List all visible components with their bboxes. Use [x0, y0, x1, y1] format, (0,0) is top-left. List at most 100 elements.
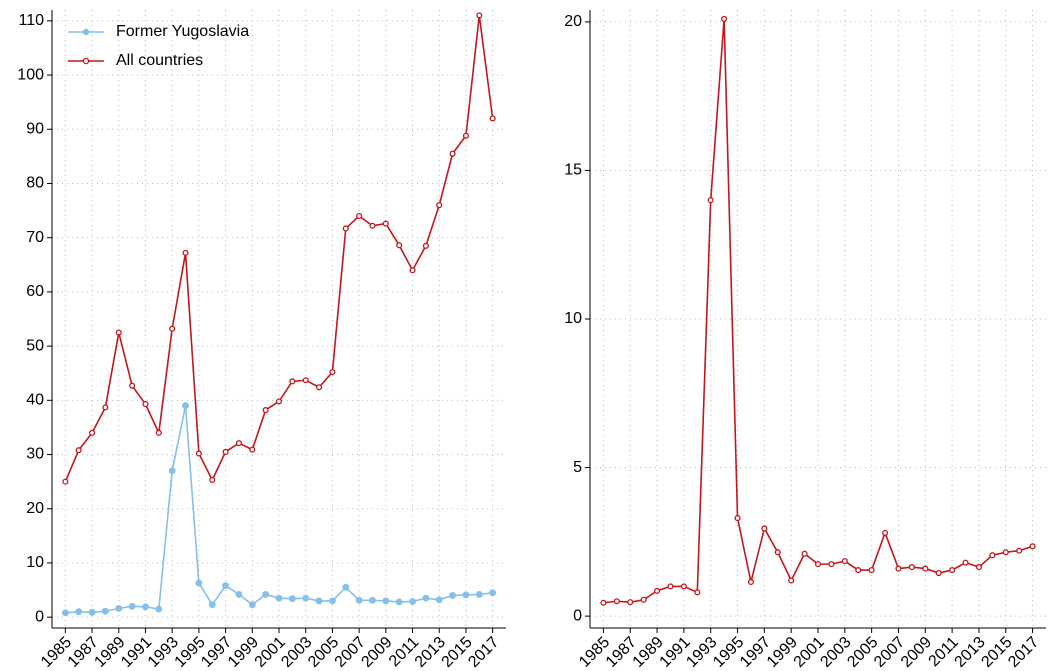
series-line: [65, 405, 493, 614]
data-point: [462, 132, 469, 139]
x-tick-label: 2005: [305, 634, 342, 671]
data-point: [155, 429, 162, 436]
x-tick-label: 2001: [791, 634, 828, 671]
data-point: [128, 602, 136, 610]
data-point: [288, 595, 296, 603]
x-tick-label: 1985: [38, 634, 75, 671]
y-tick-label: 60: [26, 283, 44, 300]
x-tick-label: 2017: [1005, 634, 1042, 671]
x-tick-label: 2007: [871, 634, 908, 671]
x-tick-label: 1999: [225, 634, 262, 671]
data-point: [235, 440, 242, 447]
data-point: [989, 552, 996, 559]
data-point: [129, 382, 136, 389]
y-tick-label: 90: [26, 120, 44, 137]
data-point: [89, 429, 96, 436]
x-tick-label: 1995: [172, 634, 209, 671]
data-point: [908, 564, 915, 571]
data-point: [169, 325, 176, 332]
data-point: [382, 220, 389, 227]
data-point: [734, 515, 741, 522]
x-tick-label: 1993: [683, 634, 720, 671]
legend-marker: [82, 57, 90, 65]
x-tick-label: 2013: [412, 634, 449, 671]
data-point: [342, 583, 350, 591]
y-tick-label: 20: [564, 13, 582, 30]
data-point: [182, 402, 189, 410]
data-point: [235, 590, 243, 598]
data-point: [747, 578, 754, 585]
legend-label: Former Yugoslavia: [116, 23, 249, 40]
x-tick-label: 1997: [198, 634, 235, 671]
data-point: [975, 564, 982, 571]
y-tick-label: 10: [564, 310, 582, 327]
data-point: [435, 596, 443, 604]
data-point: [422, 242, 429, 249]
data-point: [707, 197, 714, 204]
data-point: [422, 594, 430, 602]
data-point: [1002, 549, 1009, 556]
data-point: [355, 596, 363, 604]
data-point: [328, 597, 336, 605]
x-tick-label: 2017: [465, 634, 502, 671]
data-point: [75, 447, 82, 454]
x-tick-label: 1989: [630, 634, 667, 671]
data-point: [788, 577, 795, 584]
data-point: [275, 398, 283, 405]
data-point: [409, 597, 416, 605]
data-point: [882, 529, 889, 536]
x-tick-label: 1999: [764, 634, 801, 671]
data-point: [489, 115, 496, 122]
y-tick-label: 70: [26, 229, 44, 246]
data-point: [654, 587, 661, 594]
x-tick-label: 2005: [844, 634, 881, 671]
data-point: [949, 567, 956, 574]
data-point: [1029, 543, 1036, 550]
x-tick-label: 1987: [603, 634, 640, 671]
data-point: [262, 407, 269, 414]
data-point: [155, 605, 163, 613]
y-tick-label: 10: [26, 554, 44, 571]
data-point: [868, 567, 875, 574]
x-tick-label: 1989: [91, 634, 128, 671]
data-point: [694, 589, 701, 596]
x-tick-label: 1993: [145, 634, 182, 671]
data-point: [182, 249, 189, 256]
data-point: [680, 583, 687, 590]
data-point: [262, 590, 270, 598]
y-tick-label: 0: [35, 608, 44, 625]
data-point: [248, 601, 256, 609]
data-point: [409, 267, 416, 274]
data-point: [369, 222, 376, 229]
data-point: [356, 212, 363, 220]
data-point: [774, 549, 781, 556]
y-tick-label: 40: [26, 392, 44, 409]
x-tick-label: 2003: [278, 634, 315, 671]
data-point: [667, 583, 674, 590]
data-point: [640, 596, 647, 603]
data-point: [316, 384, 323, 391]
data-point: [222, 448, 229, 455]
data-point: [382, 597, 390, 605]
data-point: [462, 591, 470, 599]
data-point: [600, 599, 607, 606]
data-point: [142, 603, 149, 611]
data-point: [168, 467, 176, 475]
data-point: [801, 550, 808, 557]
data-point: [275, 594, 283, 602]
data-point: [436, 202, 443, 209]
data-point: [249, 446, 256, 453]
data-point: [828, 561, 835, 568]
legend-marker: [82, 28, 90, 36]
data-point: [342, 225, 349, 232]
x-tick-label: 1991: [118, 634, 155, 671]
data-point: [369, 596, 376, 604]
y-tick-label: 80: [26, 175, 44, 192]
data-point: [476, 12, 483, 19]
y-tick-label: 0: [573, 607, 582, 624]
x-tick-label: 1991: [657, 634, 694, 671]
x-tick-label: 1987: [65, 634, 102, 671]
data-point: [75, 608, 83, 616]
data-point: [315, 597, 323, 605]
